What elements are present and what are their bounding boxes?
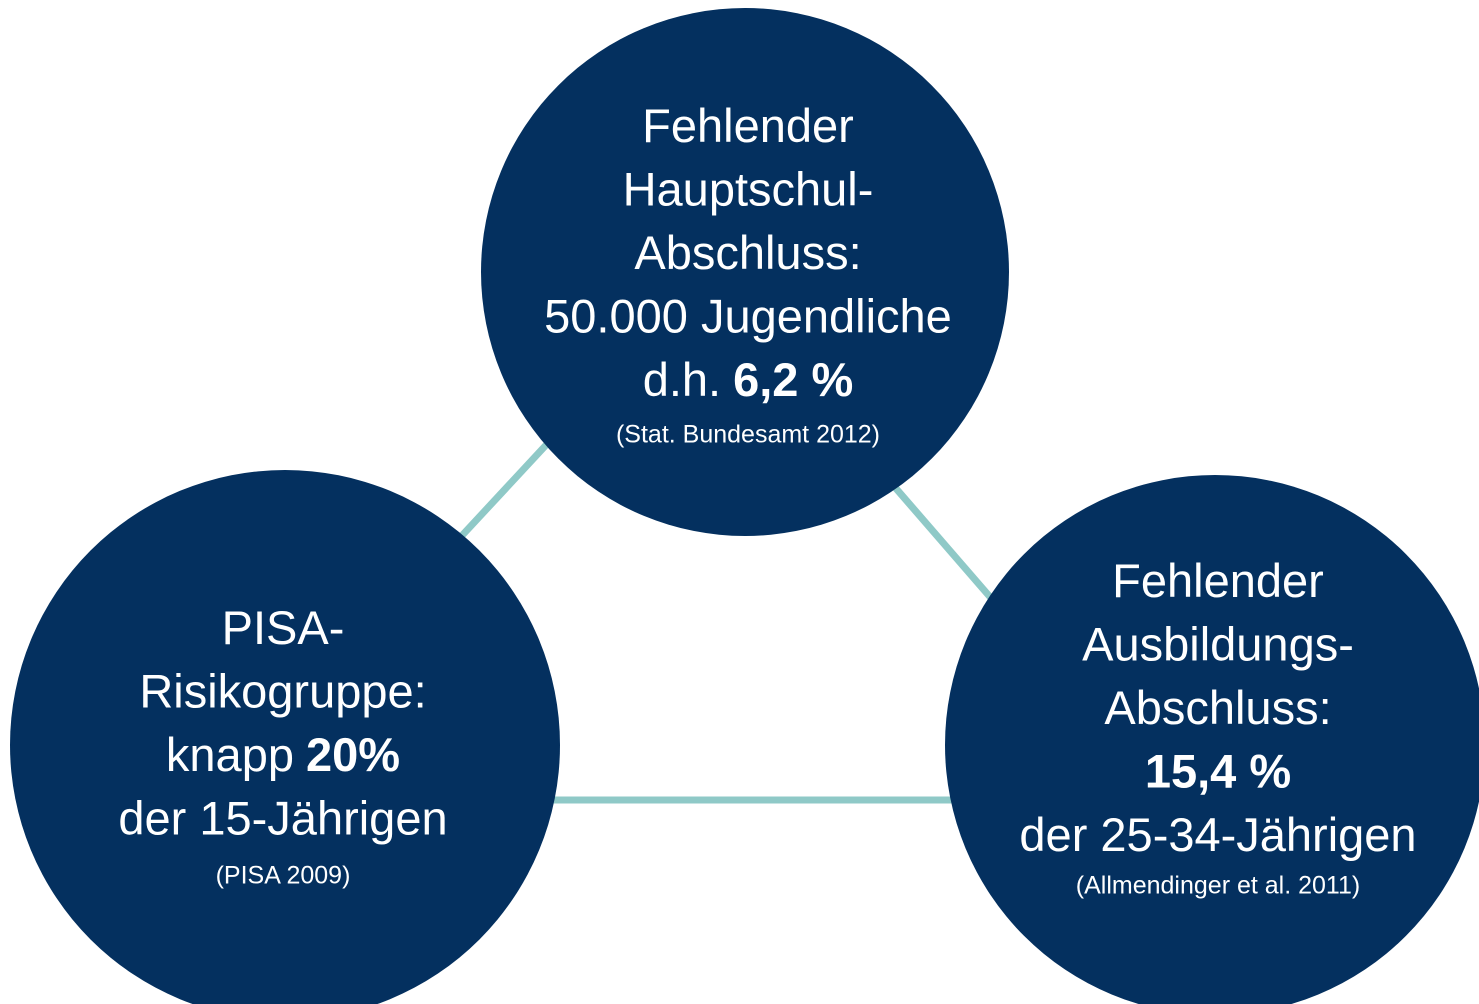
node-line: d.h. 6,2 % [643,353,854,406]
node: Fehlender Hauptschul- Abschluss: 50.000 Jug… [544,99,952,448]
line-text: Fehlender [1112,554,1324,607]
node-line: knapp 20% [166,728,400,781]
node: PISA- Risikogruppe: knapp 20% der 15-Jährige… [118,601,447,889]
node-line: 15,4 % [1145,745,1291,798]
connector [877,467,1013,623]
line-text: Risikogruppe: [139,665,426,718]
line-text: PISA- [222,601,345,654]
node-circle [481,8,1009,536]
node-line: Fehlender [1112,554,1324,607]
node-line: der 25-34-Jährigen [1019,808,1416,861]
node-line: Hauptschul- [623,163,874,216]
line-text: Ausbildungs- [1082,618,1354,671]
node-line: Abschluss: [1104,681,1331,734]
line-emphasis: 15,4 % [1145,745,1291,798]
line-text: d.h. [643,353,721,406]
node-line: Fehlender [642,99,854,152]
node-line: 50.000 Jugendliche [544,290,952,343]
node-line: Ausbildungs- [1082,618,1354,671]
node-line: der 15-Jährigen [118,792,447,845]
node-circle [945,475,1479,1004]
line-text: Abschluss: [1104,681,1331,734]
line-text: der 15-Jährigen [118,792,447,845]
node-circle [10,470,560,1004]
node-source: (Allmendinger et al. 2011) [1076,872,1360,900]
line-text: Hauptschul- [623,163,874,216]
line-text: 50.000 Jugendliche [544,290,952,343]
node-source: (PISA 2009) [216,862,351,890]
line-text: Abschluss: [634,226,861,279]
line-emphasis: 6,2 % [733,353,853,406]
node-line: Abschluss: [634,226,861,279]
node-source: (Stat. Bundesamt 2012) [616,421,880,449]
node-line: Risikogruppe: [139,665,426,718]
line-emphasis: 20% [306,728,400,781]
line-text: knapp [166,728,294,781]
node: Fehlender Ausbildungs- Abschluss: 15,4 % der… [1019,554,1416,899]
line-text: Fehlender [642,99,854,152]
node-line: PISA- [222,601,345,654]
line-text: der 25-34-Jährigen [1019,808,1416,861]
